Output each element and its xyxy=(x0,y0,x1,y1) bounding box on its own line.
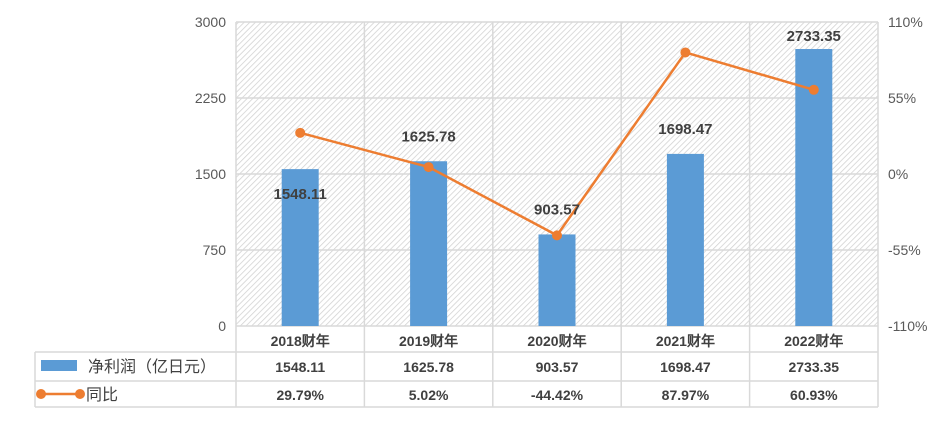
bar-2019财年 xyxy=(410,161,448,326)
bar-2021财年 xyxy=(666,153,704,326)
right-tick-label: 55% xyxy=(888,90,916,106)
yoy-point xyxy=(552,230,562,241)
left-tick-label: 0 xyxy=(218,318,226,334)
table-cell-profit: 903.57 xyxy=(536,359,579,375)
bar-data-label: 1698.47 xyxy=(658,121,712,138)
table-cell-yoy: 5.02% xyxy=(409,387,449,403)
right-tick-label: -110% xyxy=(888,318,927,334)
bar-2022财年 xyxy=(795,49,833,326)
left-tick-label: 1500 xyxy=(195,166,226,182)
left-tick-label: 3000 xyxy=(195,14,226,30)
table-cell-yoy: 60.93% xyxy=(790,387,838,403)
table-cell-profit: 1625.78 xyxy=(403,359,454,375)
table-cell-profit: 1548.11 xyxy=(275,359,325,375)
yoy-point xyxy=(423,162,434,173)
category-label: 2018财年 xyxy=(271,333,330,349)
right-tick-label: 110% xyxy=(888,14,923,30)
table-cell-yoy: 29.79% xyxy=(276,387,324,403)
category-label: 2021财年 xyxy=(656,333,715,349)
legend-line-marker xyxy=(75,389,85,399)
left-tick-label: 750 xyxy=(203,242,227,258)
table-cell-yoy: -44.42% xyxy=(531,387,584,403)
category-label: 2020财年 xyxy=(527,333,586,349)
left-tick-label: 2250 xyxy=(195,90,226,106)
category-label: 2019财年 xyxy=(399,333,458,349)
table-cell-yoy: 87.97% xyxy=(662,387,710,403)
bar-data-label: 1548.11 xyxy=(273,186,326,203)
yoy-point xyxy=(295,127,306,138)
legend-label-yoy: 同比 xyxy=(86,386,118,404)
legend-line-marker xyxy=(36,389,46,399)
legend-label-profit: 净利润（亿日元） xyxy=(88,358,216,376)
bar-data-label: 903.57 xyxy=(534,201,580,218)
right-tick-label: -55% xyxy=(888,242,921,258)
yoy-point xyxy=(680,47,691,58)
bar-2018财年 xyxy=(281,169,319,326)
bar-2020财年 xyxy=(538,234,576,326)
table-cell-profit: 2733.35 xyxy=(788,359,839,375)
bar-data-label: 1625.78 xyxy=(401,128,455,145)
yoy-point xyxy=(808,84,819,95)
bar-data-label: 2733.35 xyxy=(787,28,841,45)
right-tick-label: 0% xyxy=(888,166,908,182)
category-label: 2022财年 xyxy=(784,333,843,349)
table-cell-profit: 1698.47 xyxy=(660,359,711,375)
legend-bar-swatch xyxy=(41,360,77,371)
